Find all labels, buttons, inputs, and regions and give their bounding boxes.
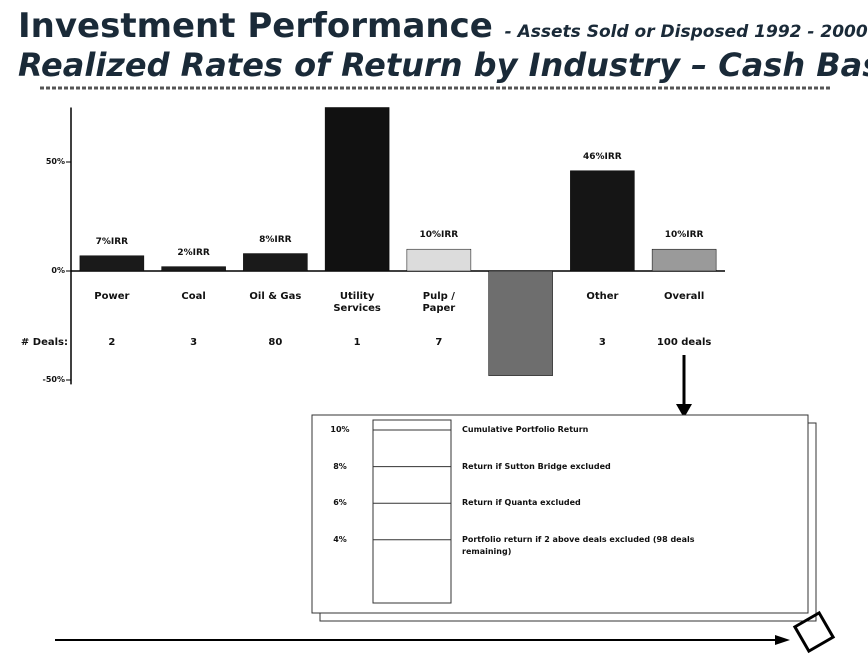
- logo: [792, 610, 836, 654]
- arrow-head: [676, 404, 692, 418]
- title-suffix: - Assets Sold or Disposed 1992 - 2000: [504, 22, 868, 42]
- inset-label: Portfolio return if 2 above deals exclud…: [462, 534, 695, 556]
- inset-label: Cumulative Portfolio Return: [462, 425, 589, 434]
- x-tick-label: Coal: [181, 291, 206, 302]
- value-label: 7%IRR: [95, 236, 129, 247]
- x-tick-label: Pulp / Paper: [422, 291, 456, 314]
- x-tick-label: Power: [94, 291, 130, 302]
- bar: [406, 248, 472, 272]
- title: Investment Performance - Assets Sold or …: [18, 6, 868, 46]
- timeline-arrow-head: [775, 635, 790, 645]
- deal-count: 3: [190, 337, 198, 348]
- bar: [79, 255, 145, 272]
- bar: [570, 170, 635, 272]
- x-tick-label: Overall: [663, 291, 705, 302]
- bar: [651, 248, 717, 272]
- inset-column: [372, 419, 452, 604]
- x-tick-label: Other: [586, 291, 619, 302]
- deal-count: 80: [268, 337, 283, 348]
- bar: [324, 107, 390, 272]
- value-label: 46%IRR: [582, 151, 622, 162]
- bar: [243, 253, 308, 272]
- inset-value-label: 8%: [333, 461, 347, 471]
- y-tick-label: -50%: [42, 375, 65, 384]
- subtitle: Realized Rates of Return by Industry – C…: [18, 46, 868, 84]
- value-label: 10%IRR: [664, 230, 704, 241]
- value-label: 8%IRR: [259, 234, 292, 245]
- x-tick-label: Oil & Gas: [249, 291, 302, 302]
- deals-label: # Deals:: [20, 337, 68, 348]
- y-tick-label: 50%: [45, 157, 65, 166]
- title-text: Investment Performance: [18, 6, 493, 46]
- inset-value-label: 6%: [333, 498, 347, 508]
- deal-count: 100 deals: [656, 337, 712, 348]
- bar: [161, 266, 226, 272]
- value-label: 2%IRR: [177, 247, 210, 258]
- deal-count: 3: [598, 337, 606, 348]
- value-label: 10%IRR: [419, 230, 459, 241]
- y-tick-label: 0%: [51, 266, 65, 275]
- x-tick-label: Utility Services: [333, 291, 381, 314]
- deal-count: 2: [108, 337, 116, 348]
- inset-value-label: 4%: [333, 534, 347, 544]
- inset-value-label: 10%: [330, 425, 350, 434]
- deal-count: 7: [435, 337, 443, 348]
- bar: [488, 270, 553, 376]
- inset-label: Return if Quanta excluded: [462, 498, 581, 508]
- deal-count: 1: [353, 337, 361, 348]
- inset-label: Return if Sutton Bridge excluded: [462, 461, 611, 471]
